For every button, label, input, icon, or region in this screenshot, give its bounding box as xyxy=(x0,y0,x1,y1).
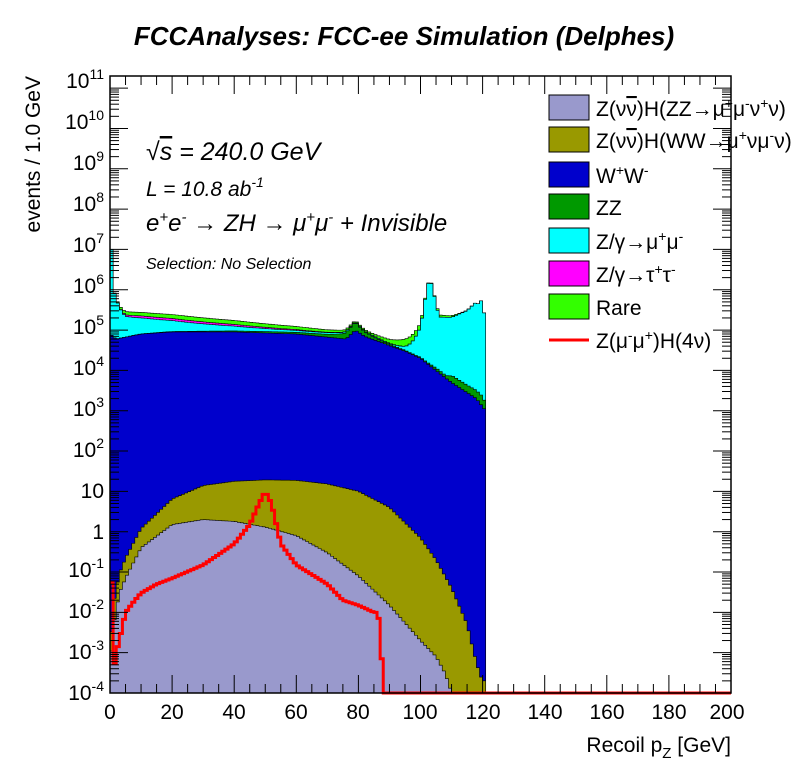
y-tick-label: 106 xyxy=(73,271,104,298)
annotations: √s = 240.0 GeV L = 10.8 ab-1 e+e- → ZH →… xyxy=(146,138,447,273)
legend-label: Z(μ-μ+)H(4ν) xyxy=(596,327,711,353)
x-tick-label: 60 xyxy=(284,701,307,724)
legend-label: Z(νν)H(WW→μ+νμ-ν) xyxy=(596,127,792,153)
y-tick-label: 10 xyxy=(81,480,104,503)
legend: Z(νν)H(ZZ→μ+μ-ν+ν) Z(νν)H(WW→μ+νμ-ν) W+W… xyxy=(548,94,792,353)
y-tick-label: 1 xyxy=(92,521,104,544)
x-tick-label: 180 xyxy=(651,701,686,724)
selection-label: Selection: No Selection xyxy=(146,256,312,273)
legend-label: Rare xyxy=(596,297,642,320)
y-tick-label: 107 xyxy=(73,230,104,257)
x-tick-label: 100 xyxy=(402,701,437,724)
signal-line-layer xyxy=(110,492,731,695)
legend-label: ZZ xyxy=(596,197,622,220)
y-tick-label: 104 xyxy=(73,353,104,380)
signal-line xyxy=(110,492,731,695)
legend-swatch xyxy=(548,293,590,320)
x-tick-labels: 0 20 40 60 80 100 120 140 160 180 200 xyxy=(104,701,744,724)
y-tick-labels: 10-4 10-3 10-2 10-1 1 10 102 103 104 105… xyxy=(65,66,104,705)
x-tick-label: 140 xyxy=(527,701,562,724)
x-tick-label: 80 xyxy=(346,701,369,724)
y-tick-label: 1010 xyxy=(65,107,104,134)
y-tick-label: 1011 xyxy=(66,66,104,93)
legend-label: Z/γ→τ+τ- xyxy=(596,261,676,287)
x-tick-label: 120 xyxy=(465,701,500,724)
y-tick-label: 108 xyxy=(73,189,104,216)
legend-swatch xyxy=(548,161,590,188)
x-axis-label: Recoil pZ [GeV] xyxy=(586,734,731,762)
legend-swatch xyxy=(548,193,590,220)
stacked-histograms xyxy=(109,248,487,694)
y-tick-label: 103 xyxy=(73,394,104,421)
y-tick-label: 109 xyxy=(73,148,104,175)
legend-label: Z(νν)H(ZZ→μ+μ-ν+ν) xyxy=(596,95,786,121)
x-tick-label: 40 xyxy=(222,701,245,724)
sqrt-s-label: √s = 240.0 GeV xyxy=(146,138,323,166)
x-tick-label: 160 xyxy=(589,701,624,724)
legend-swatch xyxy=(548,94,590,121)
legend-swatch xyxy=(548,126,590,153)
y-axis-label: events / 1.0 GeV xyxy=(22,76,45,232)
y-tick-label: 10-2 xyxy=(68,596,104,623)
y-tick-label: 10-1 xyxy=(68,555,104,582)
y-tick-label: 105 xyxy=(73,312,104,339)
y-tick-label: 10-3 xyxy=(68,637,104,664)
legend-label: W+W- xyxy=(596,162,649,188)
process-label: e+e- → ZH → μ+μ- + Invisible xyxy=(146,209,447,237)
x-tick-label: 200 xyxy=(709,701,744,724)
x-tick-label: 20 xyxy=(160,701,183,724)
legend-swatch xyxy=(548,260,590,287)
legend-swatch xyxy=(548,227,590,254)
y-tick-label: 10-4 xyxy=(68,678,104,705)
chart-title: FCCAnalyses: FCC-ee Simulation (Delphes) xyxy=(134,21,674,51)
axis-ticks xyxy=(109,75,732,694)
legend-label: Z/γ→μ+μ- xyxy=(596,228,684,254)
x-tick-label: 0 xyxy=(104,701,116,724)
luminosity-label: L = 10.8 ab-1 xyxy=(146,174,264,201)
y-tick-label: 102 xyxy=(73,435,104,462)
